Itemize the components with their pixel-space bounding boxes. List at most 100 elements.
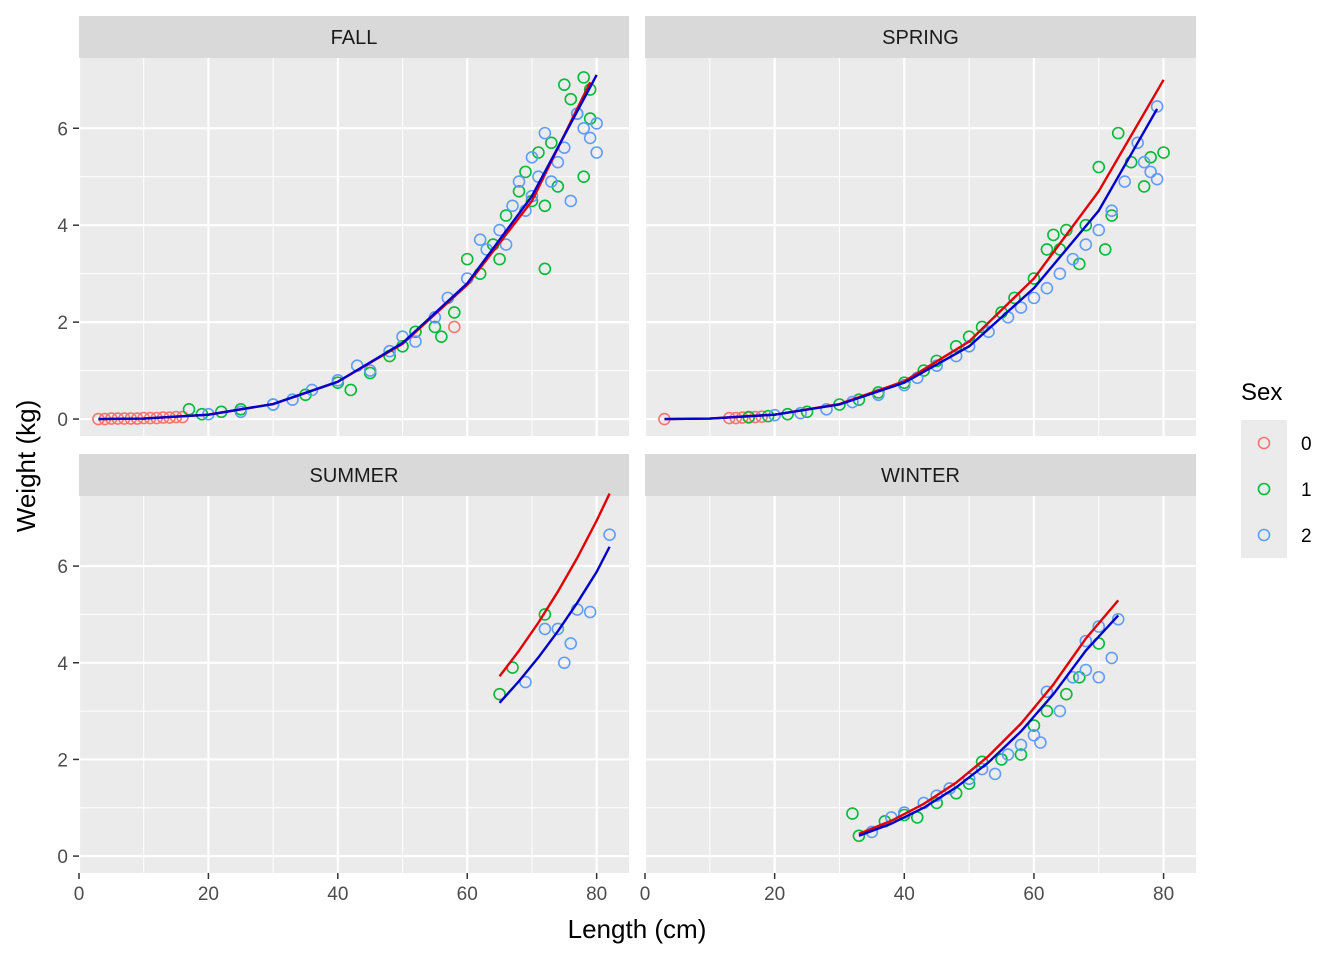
data-point-sex-2 <box>1079 634 1093 648</box>
legend-label: 2 <box>1301 526 1312 547</box>
data-point-sex-2 <box>1092 670 1106 684</box>
data-point-sex-1 <box>538 199 552 213</box>
y-tick-label: 2 <box>57 750 68 771</box>
data-point-sex-1 <box>493 687 506 701</box>
data-point-sex-2 <box>1118 175 1131 188</box>
data-point-sex-1 <box>1098 243 1112 256</box>
data-point-sex-1 <box>499 209 513 222</box>
data-point-sex-0 <box>447 320 461 334</box>
data-point-sex-2 <box>331 373 345 387</box>
facet-strip <box>79 454 629 496</box>
data-point-sex-1 <box>1027 272 1041 285</box>
data-point-sex-1 <box>577 71 591 84</box>
data-point-sex-2 <box>525 151 539 164</box>
x-tick-label: 80 <box>1153 884 1174 905</box>
fit-line-red <box>498 493 611 678</box>
legend-key-sex-1 <box>1257 482 1271 496</box>
data-point-sex-1 <box>564 92 578 106</box>
data-point-sex-2 <box>590 146 603 159</box>
data-point-sex-1 <box>512 184 526 198</box>
panel-background <box>645 58 1196 436</box>
x-tick-label: 40 <box>894 884 915 905</box>
data-point-sex-1 <box>1157 146 1170 159</box>
data-point-sex-2 <box>794 406 807 420</box>
panel-background <box>79 58 629 436</box>
data-point-sex-1 <box>1105 209 1119 222</box>
data-point-sex-2 <box>603 528 616 541</box>
fit-line-blue <box>664 108 1159 421</box>
data-point-sex-2 <box>1150 172 1164 186</box>
legend-title: Sex <box>1241 379 1282 406</box>
data-point-sex-2 <box>383 344 396 358</box>
legend-label: 0 <box>1301 434 1312 455</box>
y-tick-label: 0 <box>57 410 68 431</box>
data-point-sex-2 <box>363 364 377 377</box>
data-point-sex-2 <box>1027 728 1041 742</box>
data-point-sex-1 <box>1073 670 1086 684</box>
data-point-sex-2 <box>557 656 571 670</box>
legend-key-background <box>1241 512 1287 558</box>
data-point-sex-2 <box>820 403 833 416</box>
data-point-sex-1 <box>1137 180 1151 193</box>
legend: Sex 0 1 2 <box>1241 379 1312 558</box>
panel-background <box>645 496 1196 873</box>
x-tick-label: 40 <box>327 884 348 905</box>
data-point-sex-1 <box>435 330 448 343</box>
data-point-sex-2 <box>1131 136 1144 150</box>
data-point-sex-2 <box>551 155 565 169</box>
data-point-sex-2 <box>1105 651 1119 665</box>
fit-line-blue <box>858 614 1120 837</box>
legend-key-background <box>1241 466 1287 512</box>
facet-strip <box>645 16 1196 58</box>
panel-background <box>79 496 629 873</box>
data-point-sex-1 <box>447 306 461 319</box>
data-point-sex-1 <box>557 78 571 91</box>
data-point-sex-2 <box>583 131 597 145</box>
data-point-sex-2 <box>1150 100 1164 113</box>
data-point-sex-2 <box>590 117 603 130</box>
data-point-sex-1 <box>1040 704 1054 718</box>
data-point-sex-2 <box>975 762 989 776</box>
data-point-sex-2 <box>564 637 578 650</box>
y-tick-label: 2 <box>57 313 68 334</box>
data-point-sex-1 <box>1008 291 1021 305</box>
y-tick-label: 6 <box>57 119 68 140</box>
data-point-sex-2 <box>519 675 532 689</box>
data-point-sex-1 <box>519 165 532 179</box>
facet-strip-label: WINTER <box>881 465 960 487</box>
facet-panel-winter: WINTER 0 20 40 60 80 <box>640 454 1196 905</box>
data-point-sex-2 <box>1053 704 1067 718</box>
fit-line-blue <box>498 546 611 704</box>
data-point-sex-2 <box>409 335 422 348</box>
y-tick-label: 4 <box>57 216 68 237</box>
facet-strip-label: SUMMER <box>310 465 399 487</box>
data-point-sex-2 <box>577 121 591 135</box>
data-point-sex-2 <box>583 605 597 619</box>
x-tick-label: 20 <box>764 884 785 905</box>
data-point-sex-1 <box>846 807 859 820</box>
x-axis-title: Length (cm) <box>568 914 707 944</box>
data-point-sex-2 <box>1014 301 1028 314</box>
facet-panel-fall: FALL 0 2 4 6 <box>57 16 629 436</box>
data-point-sex-2 <box>473 233 487 247</box>
data-point-sex-2 <box>551 622 565 636</box>
data-point-sex-1 <box>1027 719 1041 732</box>
x-tick-label: 20 <box>198 884 219 905</box>
data-point-sex-1 <box>428 320 442 334</box>
data-point-sex-2 <box>1079 663 1093 677</box>
data-point-sex-2 <box>1092 620 1106 633</box>
data-point-sex-1 <box>538 262 552 276</box>
data-point-sex-1 <box>545 136 558 150</box>
data-point-sex-1 <box>460 252 474 266</box>
data-point-sex-2 <box>1053 267 1067 280</box>
data-point-sex-1 <box>1079 218 1093 232</box>
x-tick-label: 80 <box>586 884 607 905</box>
data-point-sex-1 <box>538 608 552 621</box>
data-point-sex-2 <box>1040 685 1054 699</box>
facet-strip-label: FALL <box>331 27 378 49</box>
data-point-sex-1 <box>1014 748 1028 761</box>
facet-strip-label: SPRING <box>882 27 959 49</box>
data-point-sex-2 <box>234 405 248 419</box>
